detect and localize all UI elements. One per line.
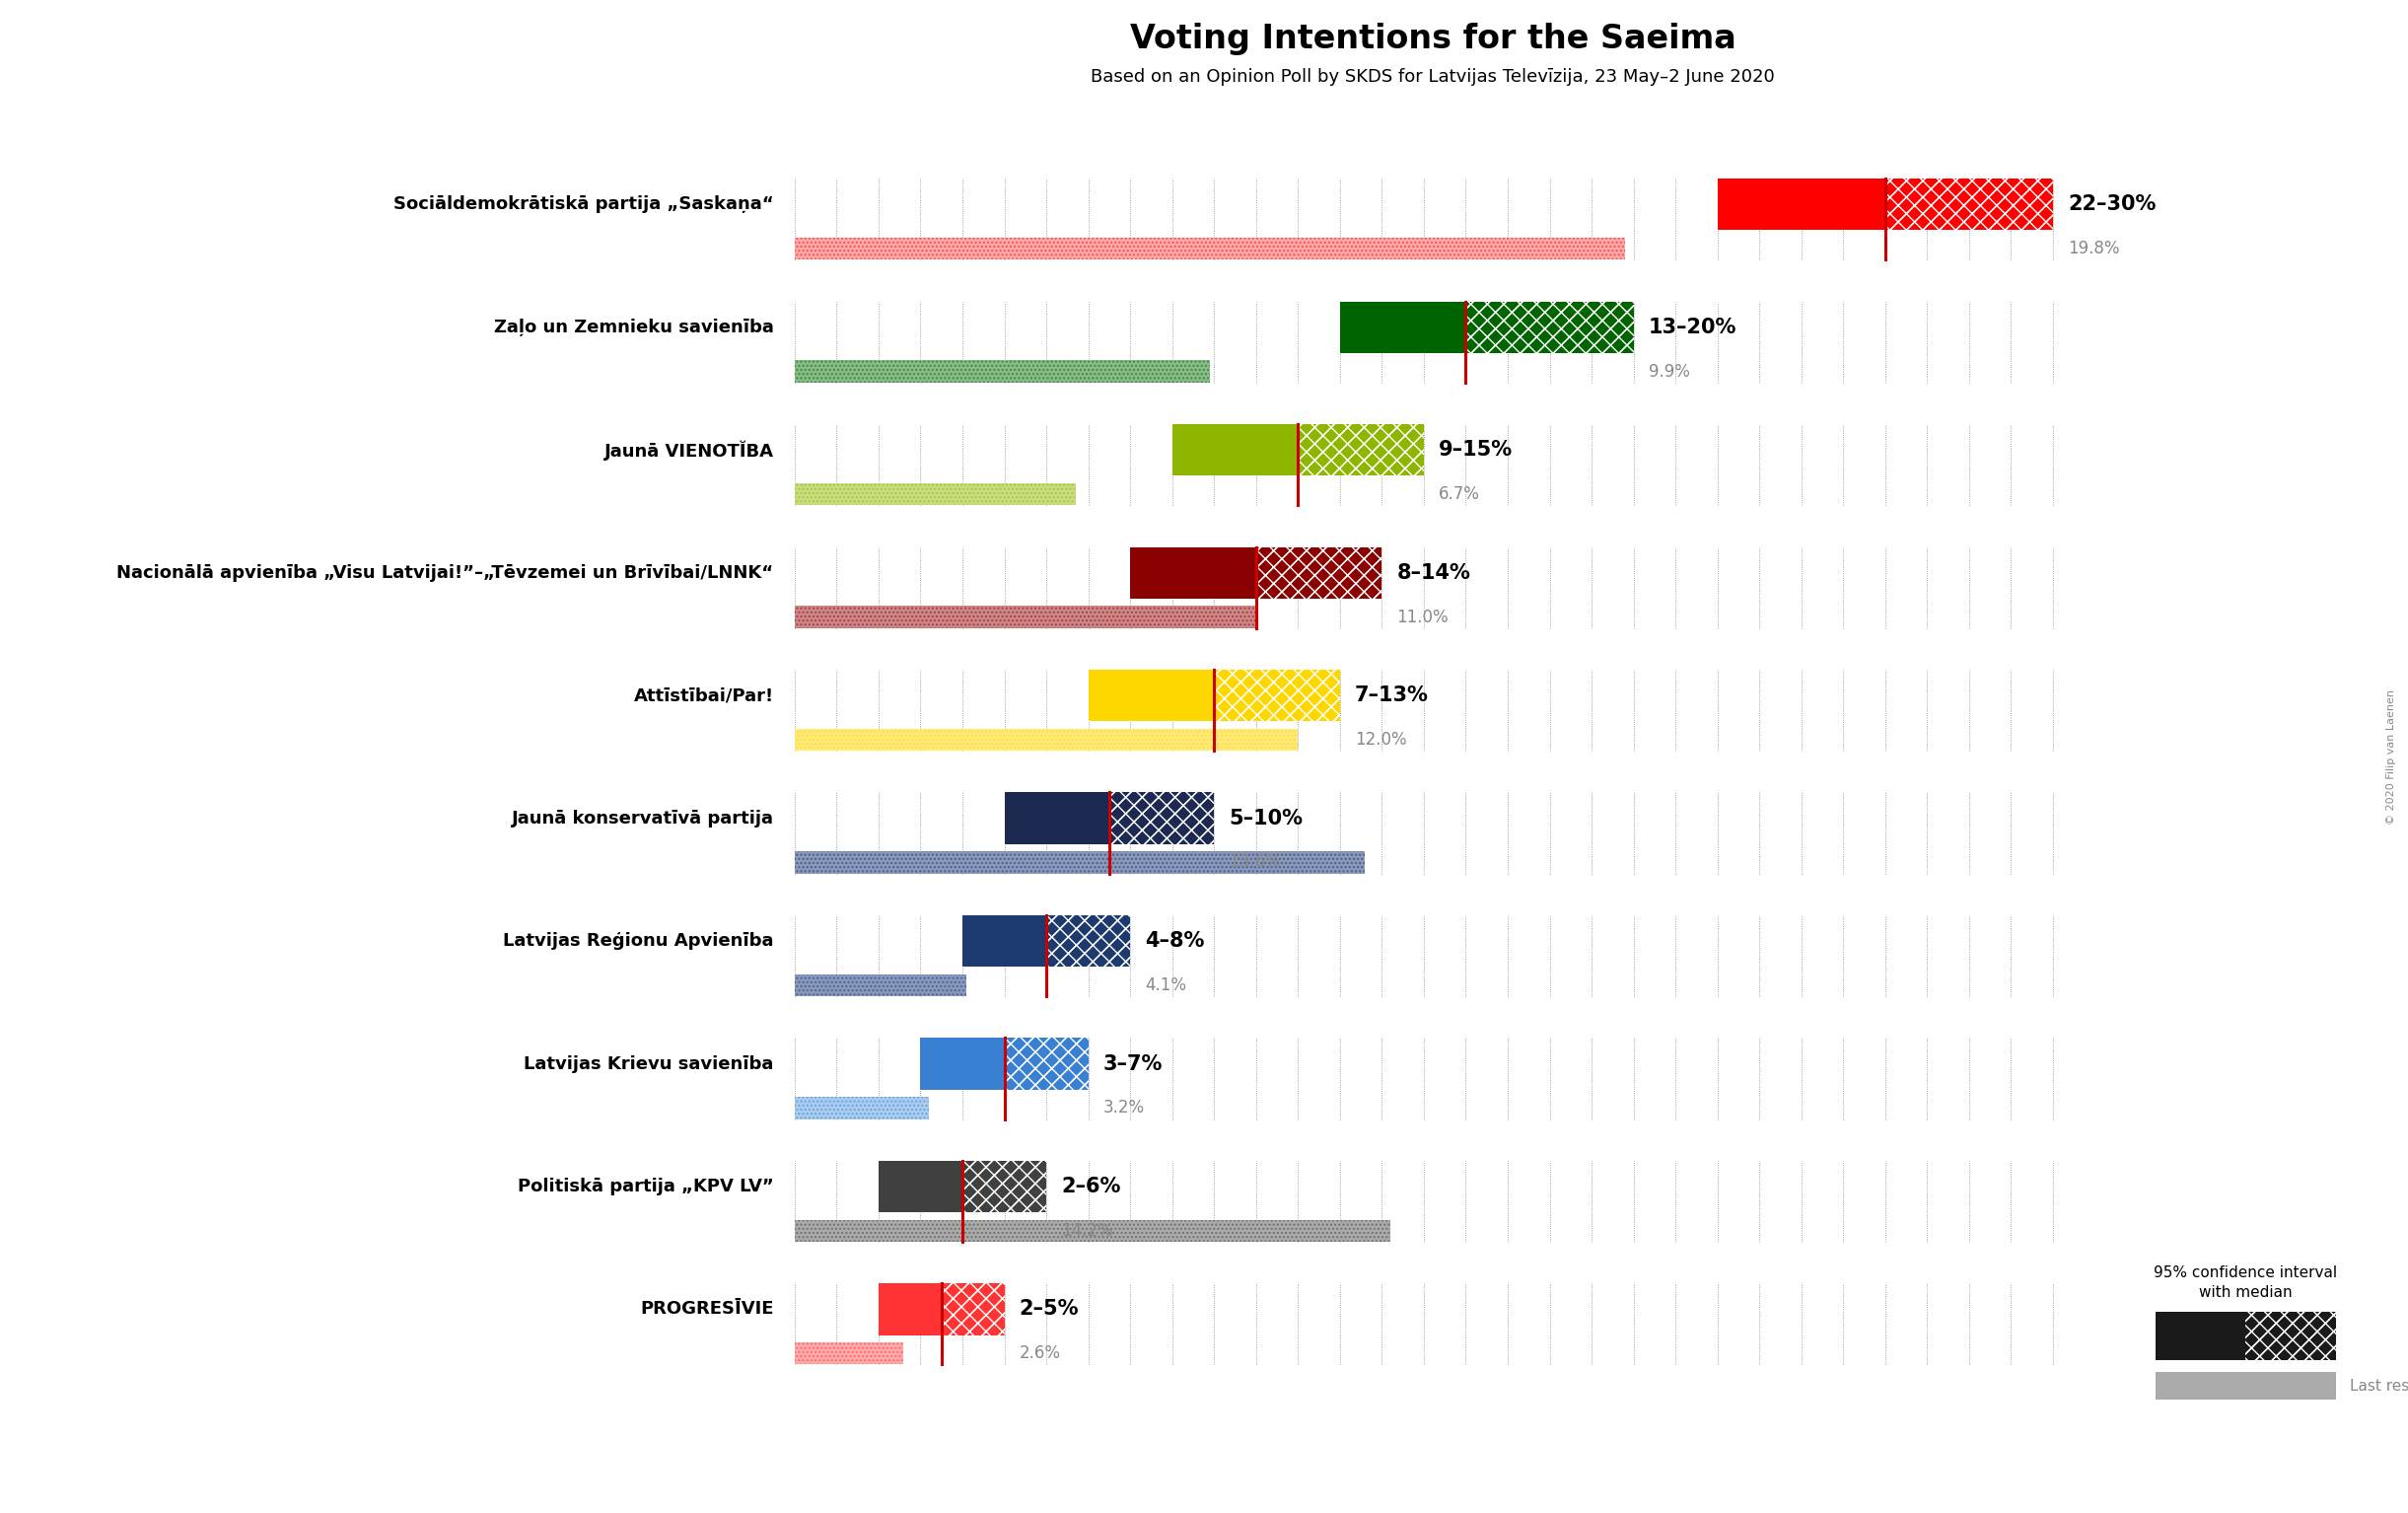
Bar bbox=[1004, 1038, 1088, 1089]
Text: 19.8%: 19.8% bbox=[2068, 241, 2119, 257]
Bar bbox=[963, 915, 1047, 967]
Bar bbox=[795, 974, 966, 996]
Text: © 2020 Filip van Laenen: © 2020 Filip van Laenen bbox=[2386, 688, 2396, 825]
Bar bbox=[1110, 793, 1214, 844]
Bar bbox=[1173, 424, 1298, 475]
Bar bbox=[795, 1342, 903, 1365]
Bar bbox=[795, 729, 1298, 750]
Text: 8–14%: 8–14% bbox=[1397, 563, 1471, 583]
Bar bbox=[1298, 424, 1423, 475]
Text: 2.6%: 2.6% bbox=[1019, 1345, 1060, 1362]
Bar bbox=[795, 1097, 929, 1120]
Text: 3–7%: 3–7% bbox=[1103, 1055, 1163, 1074]
Text: 2–5%: 2–5% bbox=[1019, 1300, 1079, 1319]
Bar bbox=[795, 852, 1365, 873]
Text: 12.0%: 12.0% bbox=[1356, 731, 1406, 749]
Bar bbox=[795, 1219, 1389, 1242]
Bar bbox=[1466, 301, 1633, 353]
Text: 6.7%: 6.7% bbox=[1438, 486, 1481, 504]
Bar bbox=[879, 1283, 942, 1334]
Text: 13.6%: 13.6% bbox=[1228, 853, 1281, 871]
Text: Based on an Opinion Poll by SKDS for Latvijas Televīzija, 23 May–2 June 2020: Based on an Opinion Poll by SKDS for Lat… bbox=[1091, 68, 1775, 86]
Bar bbox=[1466, 301, 1633, 353]
Bar bbox=[795, 729, 1298, 750]
Text: Latvijas Krievu savienība: Latvijas Krievu savienība bbox=[525, 1055, 773, 1073]
Bar bbox=[1885, 179, 2054, 230]
Text: 7–13%: 7–13% bbox=[1356, 685, 1428, 705]
Bar bbox=[1257, 548, 1382, 599]
Bar bbox=[795, 483, 1076, 505]
Bar bbox=[1047, 915, 1129, 967]
Bar bbox=[920, 1038, 1004, 1089]
Text: Latvijas Reģionu Apvienība: Latvijas Reģionu Apvienība bbox=[503, 932, 773, 950]
Bar bbox=[1466, 301, 1633, 353]
Text: 95% confidence interval
with median: 95% confidence interval with median bbox=[2153, 1265, 2338, 1300]
Bar bbox=[942, 1283, 1004, 1334]
Text: Politiskā partija „KPV LV”: Politiskā partija „KPV LV” bbox=[518, 1177, 773, 1195]
Text: Jaunā VIENOTĬBA: Jaunā VIENOTĬBA bbox=[604, 440, 773, 460]
Bar bbox=[795, 483, 1076, 505]
Text: 11.0%: 11.0% bbox=[1397, 608, 1450, 626]
Bar bbox=[795, 852, 1365, 873]
Bar bbox=[1214, 670, 1339, 722]
Bar bbox=[1257, 548, 1382, 599]
Bar bbox=[795, 974, 966, 996]
Bar bbox=[1298, 424, 1423, 475]
Bar bbox=[795, 605, 1257, 628]
Text: 5–10%: 5–10% bbox=[1228, 808, 1303, 828]
Bar bbox=[1047, 915, 1129, 967]
Bar bbox=[1047, 915, 1129, 967]
Bar bbox=[1298, 424, 1423, 475]
Bar bbox=[795, 605, 1257, 628]
Text: 2–6%: 2–6% bbox=[1062, 1177, 1120, 1197]
Text: Last result: Last result bbox=[2350, 1378, 2408, 1393]
Text: Nacionālā apvienība „Visu Latvijai!”–„Tēvzemei un Brīvībai/LNNK“: Nacionālā apvienība „Visu Latvijai!”–„Tē… bbox=[118, 564, 773, 581]
Bar bbox=[942, 1283, 1004, 1334]
Bar bbox=[1885, 179, 2054, 230]
Bar bbox=[795, 1342, 903, 1365]
Bar bbox=[963, 1160, 1047, 1212]
Text: 3.2%: 3.2% bbox=[1103, 1098, 1144, 1117]
Bar bbox=[1004, 1038, 1088, 1089]
Text: Sociāldemokrātiskā partija „Saskaņa“: Sociāldemokrātiskā partija „Saskaņa“ bbox=[393, 195, 773, 213]
Bar bbox=[942, 1283, 1004, 1334]
Text: 13–20%: 13–20% bbox=[1647, 318, 1736, 337]
Text: PROGRESĪVIE: PROGRESĪVIE bbox=[641, 1300, 773, 1318]
Bar bbox=[879, 1160, 963, 1212]
Text: 14.2%: 14.2% bbox=[1062, 1223, 1112, 1239]
Text: 9–15%: 9–15% bbox=[1438, 440, 1512, 460]
Bar bbox=[1885, 179, 2054, 230]
Text: 4.1%: 4.1% bbox=[1144, 976, 1187, 994]
Bar bbox=[795, 238, 1625, 260]
Bar bbox=[1717, 179, 1885, 230]
Bar bbox=[1110, 793, 1214, 844]
Bar bbox=[1214, 670, 1339, 722]
Text: 9.9%: 9.9% bbox=[1647, 363, 1690, 380]
Bar bbox=[795, 1097, 929, 1120]
Bar bbox=[1004, 793, 1110, 844]
Bar bbox=[795, 1219, 1389, 1242]
Bar bbox=[1110, 793, 1214, 844]
Text: Voting Intentions for the Saeima: Voting Intentions for the Saeima bbox=[1129, 23, 1736, 56]
Bar bbox=[1257, 548, 1382, 599]
Bar bbox=[1088, 670, 1214, 722]
Text: Zaļo un Zemnieku savienība: Zaļo un Zemnieku savienība bbox=[494, 318, 773, 336]
Bar bbox=[795, 238, 1625, 260]
Bar bbox=[1129, 548, 1257, 599]
Bar bbox=[1339, 301, 1466, 353]
Bar bbox=[963, 1160, 1047, 1212]
Text: Attīstībai/Par!: Attīstībai/Par! bbox=[633, 687, 773, 705]
Text: Jaunā konservatīvā partija: Jaunā konservatīvā partija bbox=[510, 809, 773, 828]
Text: 22–30%: 22–30% bbox=[2068, 195, 2155, 215]
Bar bbox=[795, 360, 1209, 383]
Bar bbox=[795, 360, 1209, 383]
Bar bbox=[1004, 1038, 1088, 1089]
Bar bbox=[963, 1160, 1047, 1212]
Text: 4–8%: 4–8% bbox=[1144, 930, 1204, 950]
Bar bbox=[1214, 670, 1339, 722]
